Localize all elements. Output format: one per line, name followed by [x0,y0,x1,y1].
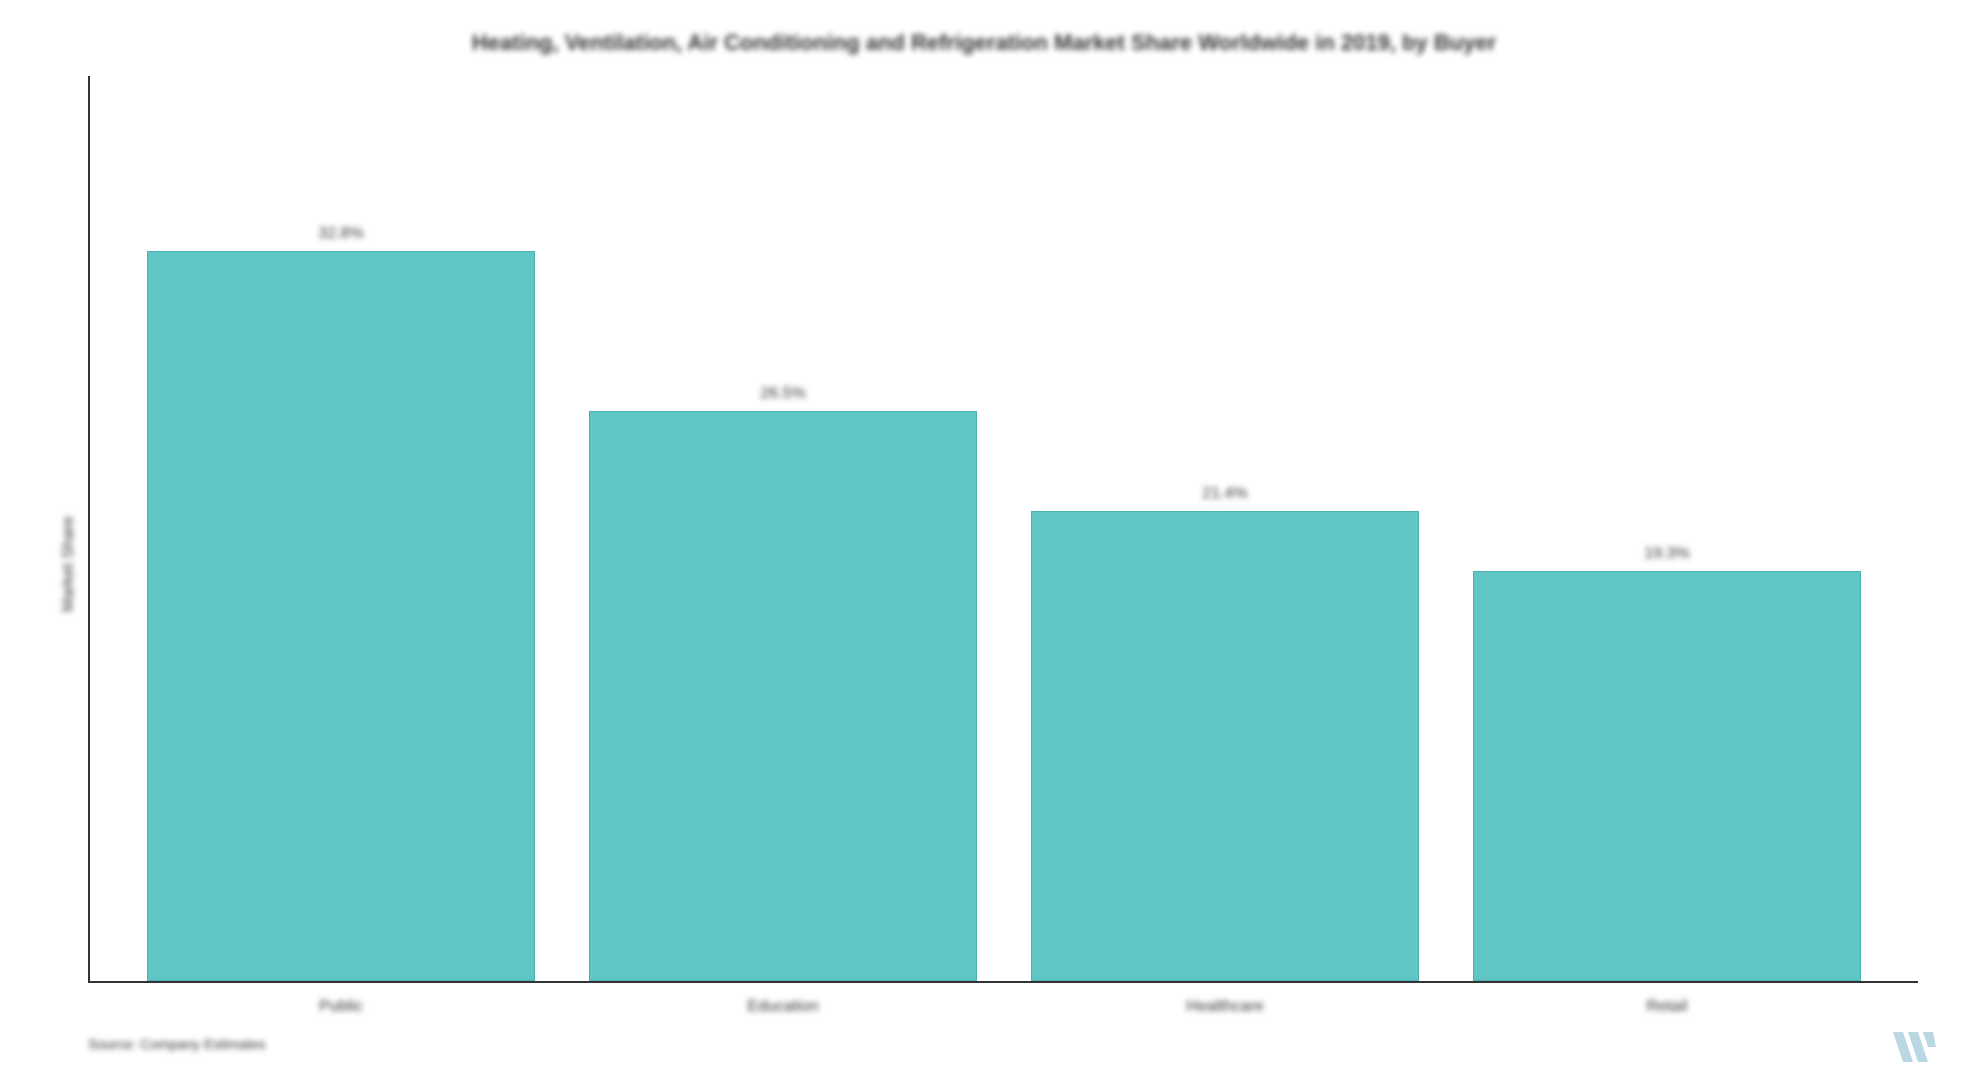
x-label-1: Education [589,998,978,1016]
bar-3 [1473,571,1862,981]
bar-1 [589,411,978,981]
chart-title: Heating, Ventilation, Air Conditioning a… [50,30,1918,56]
bar-value-3: 19.3% [1644,545,1689,563]
bar-group-2: 21.4% [1031,485,1420,981]
x-label-3: Retail [1473,998,1862,1016]
bar-group-3: 19.3% [1473,545,1862,981]
x-label-2: Healthcare [1031,998,1420,1016]
bars-region: 32.8% 26.5% 21.4% 19.3% [88,76,1918,983]
chart-container: Heating, Ventilation, Air Conditioning a… [50,30,1918,1052]
chart-body: Market Share 32.8% 26.5% 21.4% [50,76,1918,1052]
x-axis-labels: Public Education Healthcare Retail [90,983,1918,1016]
watermark-logo [1888,1027,1938,1067]
y-axis-label: Market Share [50,76,88,1052]
bar-value-1: 26.5% [760,385,805,403]
bar-group-0: 32.8% [147,225,536,981]
bar-value-0: 32.8% [318,225,363,243]
bar-0 [147,251,536,981]
source-text: Source: Company Estimates [88,1036,1918,1052]
bar-value-2: 21.4% [1202,485,1247,503]
bar-2 [1031,511,1420,981]
x-label-0: Public [147,998,536,1016]
plot-area: 32.8% 26.5% 21.4% 19.3% [88,76,1918,1052]
bar-group-1: 26.5% [589,385,978,981]
